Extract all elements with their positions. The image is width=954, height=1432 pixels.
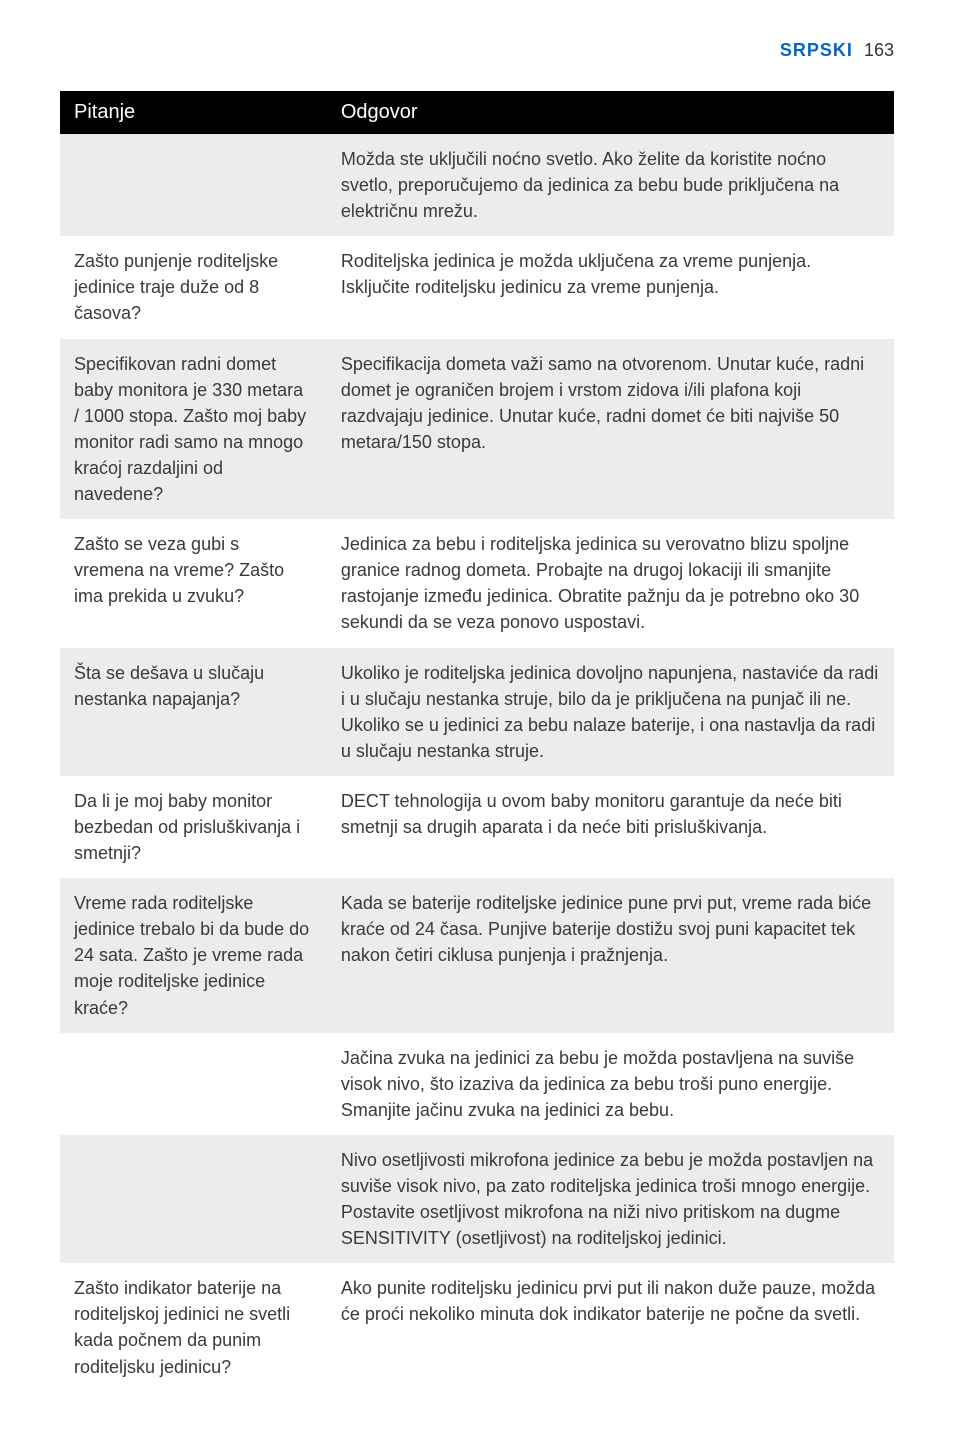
answer-cell: Kada se baterije roditeljske jedinice pu…	[327, 878, 894, 1032]
header-answer: Odgovor	[327, 91, 894, 134]
page-header: SRPSKI 163	[60, 40, 894, 61]
question-cell: Zašto se veza gubi s vremena na vreme? Z…	[60, 519, 327, 647]
table-row: Zašto indikator baterije na roditeljskoj…	[60, 1263, 894, 1391]
faq-table: Pitanje Odgovor Možda ste uključili noćn…	[60, 91, 894, 1392]
question-cell: Da li je moj baby monitor bezbedan od pr…	[60, 776, 327, 878]
question-cell	[60, 1135, 327, 1263]
answer-cell: Možda ste uključili noćno svetlo. Ako že…	[327, 134, 894, 236]
answer-cell: Ukoliko je roditeljska jedinica dovoljno…	[327, 648, 894, 776]
table-row: Vreme rada roditeljske jedinice trebalo …	[60, 878, 894, 1032]
answer-cell: Jedinica za bebu i roditeljska jedinica …	[327, 519, 894, 647]
answer-cell: Specifikacija dometa važi samo na otvore…	[327, 339, 894, 520]
answer-cell: Jačina zvuka na jedinici za bebu je možd…	[327, 1033, 894, 1135]
table-row: Specifikovan radni domet baby monitora j…	[60, 339, 894, 520]
question-cell: Specifikovan radni domet baby monitora j…	[60, 339, 327, 520]
table-row: Jačina zvuka na jedinici za bebu je možd…	[60, 1033, 894, 1135]
table-row: Zašto se veza gubi s vremena na vreme? Z…	[60, 519, 894, 647]
table-row: Zašto punjenje roditeljske jedinice traj…	[60, 236, 894, 338]
header-language: SRPSKI	[780, 40, 853, 60]
answer-cell: DECT tehnologija u ovom baby monitoru ga…	[327, 776, 894, 878]
question-cell	[60, 1033, 327, 1135]
table-row: Šta se dešava u slučaju nestanka napajan…	[60, 648, 894, 776]
table-row: Možda ste uključili noćno svetlo. Ako že…	[60, 134, 894, 236]
answer-cell: Roditeljska jedinica je možda uključena …	[327, 236, 894, 338]
question-cell: Vreme rada roditeljske jedinice trebalo …	[60, 878, 327, 1032]
answer-cell: Ako punite roditeljsku jedinicu prvi put…	[327, 1263, 894, 1391]
table-row: Da li je moj baby monitor bezbedan od pr…	[60, 776, 894, 878]
question-cell	[60, 134, 327, 236]
question-cell: Zašto punjenje roditeljske jedinice traj…	[60, 236, 327, 338]
table-row: Nivo osetljivosti mikrofona jedinice za …	[60, 1135, 894, 1263]
answer-cell: Nivo osetljivosti mikrofona jedinice za …	[327, 1135, 894, 1263]
question-cell: Šta se dešava u slučaju nestanka napajan…	[60, 648, 327, 776]
page-number: 163	[864, 40, 894, 60]
table-header-row: Pitanje Odgovor	[60, 91, 894, 134]
question-cell: Zašto indikator baterije na roditeljskoj…	[60, 1263, 327, 1391]
header-question: Pitanje	[60, 91, 327, 134]
